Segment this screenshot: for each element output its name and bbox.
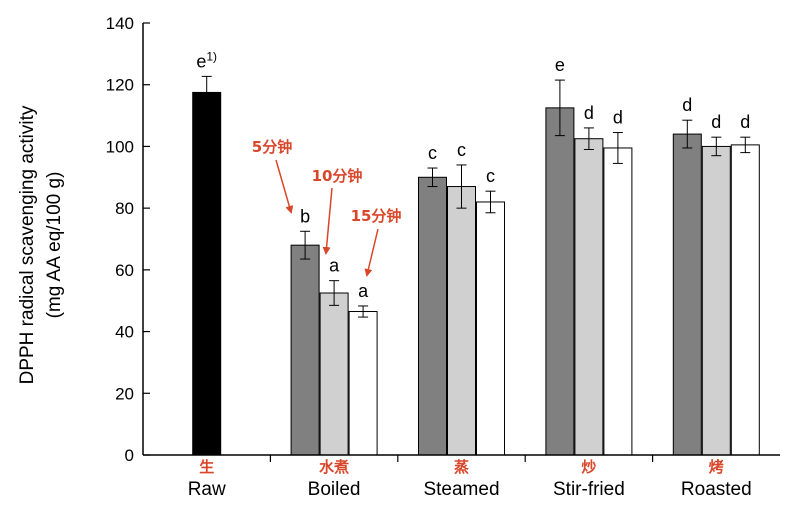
x-category-label-cn: 蒸 [454,458,469,476]
x-category-label-cn: 水煮 [319,458,349,476]
x-category-label: Steamed [423,479,499,500]
bar [192,91,222,456]
significance-label: a [329,256,340,276]
bar [672,133,702,456]
duration-note-label: 10分钟 [312,167,363,185]
bar [545,107,575,456]
error-bar [201,75,212,109]
duration-note-arrow [364,228,379,277]
x-category-label-cn: 生 [199,458,214,476]
y-tick-label: 100 [106,137,134,156]
bar [447,186,476,456]
significance-label: d [740,112,750,132]
bar [348,311,378,456]
x-category-label-cn: 炒 [581,458,596,476]
significance-label: d [711,112,721,132]
y-tick-label: 80 [115,199,134,218]
bar [603,147,633,456]
y-tick-label: 140 [106,14,134,33]
error-bar [612,132,623,164]
x-axis-categories: 生 Raw 水煮 Boiled 蒸 Steamed 炒 Stir-fried 烤 Roasted [188,455,752,500]
error-bar [740,136,751,154]
error-bar [300,230,311,260]
x-category-label: Stir-fried [553,479,625,500]
bar [476,201,505,456]
bar [701,145,731,456]
y-tick-label: 40 [115,323,134,342]
bar [290,244,320,456]
significance-label: c [457,140,466,160]
bar [574,138,604,456]
y-tick-label: 20 [115,384,134,403]
error-bar [456,164,467,209]
x-category-label: Boiled [308,479,361,500]
duration-note-label: 5分钟 [252,138,292,156]
significance-label: c [428,143,437,163]
x-category-label-cn: 烤 [709,458,724,476]
y-tick-label: 60 [115,261,134,280]
duration-note-label: 15分钟 [351,207,402,225]
significance-label: d [613,108,623,128]
significance-label: d [584,103,594,123]
bar [418,176,447,456]
bar [730,144,760,456]
y-axis-ticks: 0 20 40 60 80 100 120 140 [106,14,150,465]
x-category-label: Raw [188,479,226,500]
y-axis-title-line1: DPPH radical scavenging activity [17,105,38,384]
significance-label: e1) [196,49,217,71]
significance-label: e [555,55,565,75]
y-tick-label: 120 [106,76,134,95]
error-bar [358,305,369,318]
significance-label: b [300,206,310,226]
error-bar [427,167,438,188]
y-axis-title-line2: (mg AA eq/100 g) [44,172,65,319]
error-bar [711,136,722,157]
error-bar [554,79,565,137]
error-bar [485,190,496,214]
duration-note-arrow [275,159,294,214]
error-bar [583,127,594,151]
significance-label: a [358,281,369,301]
error-bar [329,280,340,306]
significance-label: c [486,166,495,186]
duration-note-arrow [322,187,333,255]
significance-label: d [682,95,692,115]
y-tick-label: 0 [125,446,134,465]
x-category-label: Roasted [681,479,752,500]
bar [319,292,349,456]
error-bar [682,119,693,149]
duration-annotations: 5分钟 10分钟 15分钟 [252,138,402,277]
